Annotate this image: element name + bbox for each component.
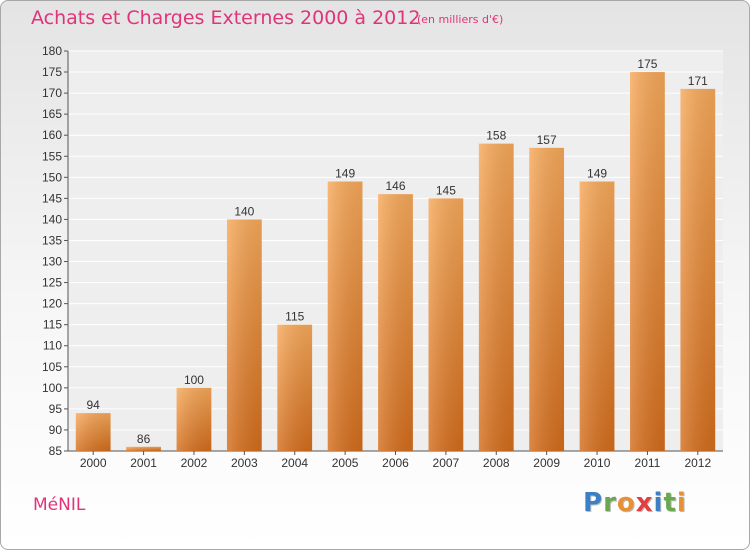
y-tick-label: 170 — [42, 86, 62, 100]
x-tick-label: 2000 — [80, 456, 107, 470]
bar-layer — [75, 72, 716, 452]
data-label: 100 — [184, 373, 204, 387]
chart-subtitle: (en milliers d'€) — [417, 13, 504, 26]
bar-shade-2003 — [226, 219, 262, 451]
x-tick-label: 2003 — [231, 456, 258, 470]
y-tick-label: 180 — [42, 44, 62, 58]
data-label: 115 — [285, 310, 304, 324]
y-tick-label: 125 — [42, 276, 62, 290]
bar-shade-2001 — [126, 446, 161, 451]
data-label: 140 — [234, 204, 254, 218]
y-tick-label: 135 — [42, 233, 62, 247]
data-label: 146 — [385, 179, 405, 193]
y-tick-label: 105 — [42, 360, 62, 374]
data-label: 157 — [537, 133, 557, 147]
bar-shade-2011 — [630, 72, 665, 451]
y-tick-label: 120 — [42, 297, 62, 311]
bar-shade-2009 — [529, 147, 565, 451]
bar-shade-2002 — [176, 387, 212, 451]
x-tick-label: 2009 — [533, 456, 560, 470]
y-tick-label: 150 — [42, 170, 62, 184]
commune-name: MéNIL — [33, 495, 86, 515]
x-tick-label: 2011 — [635, 456, 661, 470]
x-tick-label: 2008 — [483, 456, 510, 470]
y-tick-label: 100 — [42, 381, 62, 395]
data-label: 175 — [637, 57, 657, 71]
y-tick-label: 85 — [49, 444, 63, 458]
x-tick-label: 2001 — [130, 456, 157, 470]
data-label: 158 — [486, 129, 506, 143]
axis-layer: 85 90 95 100 105 110 115 120 125 130 135 140 145 150 1… — [42, 44, 723, 470]
y-tick-label: 110 — [43, 339, 62, 353]
bar-shade-2012 — [680, 88, 716, 451]
y-tick-label: 130 — [42, 255, 62, 269]
data-label: 94 — [87, 398, 101, 412]
bar-shade-2006 — [378, 194, 413, 451]
data-label: 149 — [335, 167, 355, 181]
y-tick-label: 155 — [42, 149, 62, 163]
bar-shade-2005 — [327, 181, 363, 452]
y-tick-label: 165 — [42, 107, 62, 121]
proxiti-logo: Proxiti — [583, 488, 687, 518]
x-tick-label: 2012 — [684, 456, 711, 470]
y-tick-label: 140 — [42, 212, 62, 226]
data-label: 171 — [688, 74, 708, 88]
bar-shade-2008 — [478, 143, 514, 451]
y-tick-label: 175 — [42, 65, 62, 79]
bar-shade-2004 — [277, 324, 313, 451]
data-label: 149 — [587, 167, 607, 181]
bar-shade-2007 — [428, 198, 464, 451]
x-tick-label: 2007 — [433, 456, 460, 470]
data-label: 86 — [137, 432, 151, 446]
y-tick-label: 95 — [49, 402, 63, 416]
y-tick-label: 145 — [42, 191, 62, 205]
bar-shade-2010 — [579, 181, 615, 452]
y-tick-label: 90 — [49, 423, 63, 437]
x-tick-label: 2006 — [382, 456, 409, 470]
data-label: 145 — [436, 183, 456, 197]
y-tick-label: 160 — [42, 128, 62, 142]
chart-title: Achats et Charges Externes 2000 à 2012 — [31, 7, 421, 29]
x-tick-label: 2010 — [584, 456, 611, 470]
x-tick-label: 2002 — [181, 456, 208, 470]
x-tick-label: 2004 — [281, 456, 308, 470]
bar-shade-2000 — [75, 413, 111, 451]
label-layer: 94 86 100 140 115 149 146 145 158 157 149 175 171 — [87, 57, 709, 446]
y-tick-label: 115 — [43, 318, 62, 332]
x-tick-label: 2005 — [332, 456, 359, 470]
